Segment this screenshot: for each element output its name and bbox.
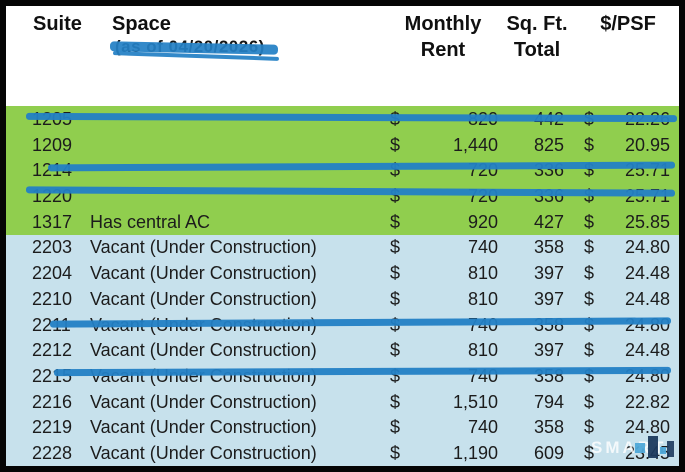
rent-currency: $	[390, 134, 401, 155]
table-row-suite-2211: 2211Vacant (Under Construction)$740358$2…	[6, 311, 679, 338]
table-row-suite-2203: 2203 Vacant (Under Construction) $740 358 $2…	[6, 234, 679, 261]
psf-currency: $	[584, 366, 595, 387]
rent-currency: $	[390, 160, 401, 181]
space-cell: Vacant (Under Construction)	[90, 340, 317, 361]
sqft-value: 397	[533, 263, 564, 284]
watermark-text: SMART	[591, 438, 667, 457]
psf-currency: $	[584, 391, 595, 412]
rent-currency: $	[390, 211, 401, 232]
rent-value: 1,510	[452, 391, 498, 412]
psf-currency: $	[584, 160, 595, 181]
suite-cell: 1317	[32, 211, 73, 232]
suite-cell: 2210	[32, 288, 73, 309]
rent-currency: $	[390, 366, 401, 387]
header-monthly-rent: Monthly Rent	[383, 11, 503, 63]
psf-currency: $	[584, 288, 595, 309]
sqft-value: 609	[533, 443, 564, 464]
rent-value: 920	[467, 211, 498, 232]
strikethrough-mark	[25, 112, 678, 123]
psf-value: 24.80	[624, 237, 670, 258]
watermark: SMART	[591, 434, 679, 466]
rent-currency: $	[390, 288, 401, 309]
rent-currency: $	[390, 237, 401, 258]
psf-currency: $	[584, 134, 595, 155]
space-cell: Has central AC	[90, 211, 211, 232]
header-monthly-line1: Monthly	[404, 13, 482, 35]
table-row-suite-1209: 1209 $1,440 825 $20.95	[6, 131, 679, 158]
table-row-suite-2216: 2216 Vacant (Under Construction) $1,510 794…	[6, 388, 679, 415]
sqft-value: 397	[533, 340, 564, 361]
sqft-value: 825	[533, 134, 564, 155]
rent-value: 810	[467, 263, 498, 284]
table-row-suite-2210: 2210 Vacant (Under Construction) $810 397 $2…	[6, 286, 679, 312]
table-row-suite-2215: 2215 Vacant (Under Construction) $740 358 $2…	[6, 363, 679, 389]
suite-cell: 2204	[32, 263, 73, 284]
psf-value: 25.85	[624, 211, 670, 232]
table-row-suite-2212: 2212 Vacant (Under Construction) $810 397 $2…	[6, 337, 679, 364]
table-row-suite-1205: 1205$820442$22.26	[6, 106, 679, 132]
suite-cell: 2212	[32, 340, 73, 361]
rent-value: 1,190	[452, 443, 498, 464]
space-cell: Vacant (Under Construction)	[90, 288, 317, 309]
header-sqft-total: Sq. Ft. Total	[477, 11, 597, 63]
header-monthly-line2: Rent	[420, 39, 466, 61]
suite-cell: 2203	[32, 237, 73, 258]
suite-cell: 2228	[32, 443, 73, 464]
header-psf: $/PSF	[600, 13, 656, 35]
table-row-suite-1317: 1317 Has central AC $920 427 $25.85	[6, 208, 679, 235]
psf-currency: $	[584, 237, 595, 258]
rent-currency: $	[390, 417, 401, 438]
header-space: Space	[112, 13, 171, 35]
watermark-logo-icon	[660, 447, 666, 454]
suite-cell: 1209	[32, 134, 73, 155]
sqft-value: 397	[533, 288, 564, 309]
psf-currency: $	[584, 340, 595, 361]
psf-currency: $	[584, 417, 595, 438]
psf-currency: $	[584, 211, 595, 232]
psf-value: 24.48	[624, 340, 670, 361]
sqft-value: 427	[533, 211, 564, 232]
table-row-suite-2228: 2228 Vacant (Under Construction) $1,190 609…	[6, 440, 679, 466]
table-body: 1205$820442$22.261209 $1,440 825 $20.951214…	[6, 106, 679, 466]
psf-currency: $	[584, 263, 595, 284]
sqft-value: 794	[533, 391, 564, 412]
rent-currency: $	[390, 391, 401, 412]
psf-value: 24.80	[624, 417, 670, 438]
rent-value: 810	[467, 288, 498, 309]
rent-currency: $	[390, 186, 401, 207]
rent-value: 1,440	[452, 134, 498, 155]
psf-value: 24.48	[624, 288, 670, 309]
space-cell: Vacant (Under Construction)	[90, 443, 317, 464]
sqft-value: 358	[533, 417, 564, 438]
psf-value: 20.95	[624, 134, 670, 155]
space-cell: Vacant (Under Construction)	[90, 237, 317, 258]
header-suite: Suite	[33, 13, 82, 35]
suite-cell: 2216	[32, 391, 73, 412]
space-cell: Vacant (Under Construction)	[90, 391, 317, 412]
rent-value: 810	[467, 340, 498, 361]
rent-currency: $	[390, 263, 401, 284]
space-cell: Vacant (Under Construction)	[90, 263, 317, 284]
rent-currency: $	[390, 443, 401, 464]
psf-currency: $	[584, 443, 595, 464]
table-header: Suite Space Monthly Rent Sq. Ft. Total $/P…	[6, 6, 679, 106]
space-cell: Vacant (Under Construction)	[90, 417, 317, 438]
psf-value: 22.82	[624, 391, 670, 412]
watermark-logo-icon	[667, 441, 674, 457]
header-sqft-line1: Sq. Ft.	[506, 13, 568, 35]
psf-value: 24.48	[624, 263, 670, 284]
table-row-suite-2204: 2204 Vacant (Under Construction) $810 397 $2…	[6, 260, 679, 287]
rent-value: 740	[467, 417, 498, 438]
watermark-logo-icon	[648, 436, 658, 458]
suite-cell: 2219	[32, 417, 73, 438]
header-sqft-line2: Total	[513, 39, 561, 61]
rent-currency: $	[390, 340, 401, 361]
watermark-logo-icon	[635, 443, 645, 453]
sqft-value: 358	[533, 237, 564, 258]
table-row-suite-2219: 2219 Vacant (Under Construction) $740 358 $2…	[6, 414, 679, 441]
rent-value: 740	[467, 237, 498, 258]
